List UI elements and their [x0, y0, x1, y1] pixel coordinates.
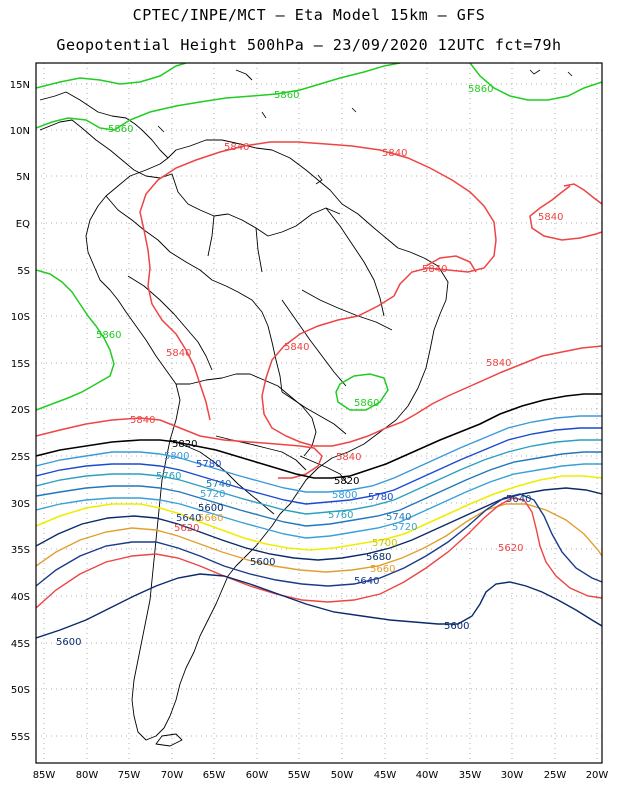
label-o1: 5660: [198, 513, 223, 524]
label-r3: 5840: [538, 212, 563, 223]
label-n3: 5640: [354, 576, 379, 587]
label-g1: 5860: [274, 90, 299, 101]
lat-tick-10s: 10S: [11, 312, 30, 323]
lat-tick-40s: 40S: [11, 592, 30, 603]
label-n4: 5640: [506, 494, 531, 505]
lon-tick-75w: 75W: [118, 770, 141, 781]
lon-tick-20w: 20W: [586, 770, 609, 781]
lon-tick-35w: 35W: [459, 770, 482, 781]
lat-tick-eq: EQ: [16, 219, 30, 230]
lon-tick-25w: 25W: [544, 770, 567, 781]
label-n6: 5600: [250, 557, 275, 568]
lon-tick-85w: 85W: [33, 770, 56, 781]
label-b7: 5740: [206, 479, 231, 490]
label-r1: 5840: [224, 142, 249, 153]
lon-tick-40w: 40W: [416, 770, 439, 781]
contour-5620: [36, 497, 602, 609]
lon-tick-80w: 80W: [76, 770, 99, 781]
label-b3: 5780: [196, 459, 221, 470]
label-y1: 5700: [372, 538, 397, 549]
contour-5860: [36, 63, 602, 411]
label-g2: 5860: [108, 124, 133, 135]
contour-5660: [36, 503, 602, 573]
label-b2: 5800: [332, 490, 357, 501]
label-b5: 5760: [156, 471, 181, 482]
contour-5840: [36, 141, 602, 479]
map-title-line-1: CPTEC/INPE/MCT – Eta Model 15km – GFS: [132, 6, 486, 24]
label-b9: 5720: [200, 489, 225, 500]
lon-tick-65w: 65W: [203, 770, 226, 781]
label-r2: 5840: [382, 148, 407, 159]
contour-5760: [36, 439, 602, 515]
label-b8: 5740: [386, 512, 411, 523]
label-b10: 5720: [392, 522, 417, 533]
lon-tick-50w: 50W: [331, 770, 354, 781]
lat-tick-55s: 55S: [11, 732, 30, 743]
lon-tick-30w: 30W: [501, 770, 524, 781]
label-r6: 5840: [166, 348, 191, 359]
lon-tick-55w: 55W: [288, 770, 311, 781]
label-n8: 5600: [444, 621, 469, 632]
label-b4: 5780: [368, 492, 393, 503]
lat-tick-10n: 10N: [10, 126, 30, 137]
contour-5820: [36, 393, 602, 479]
lon-tick-60w: 60W: [246, 770, 269, 781]
label-r7: 5840: [486, 358, 511, 369]
islands: [157, 69, 573, 185]
map-frame: [35, 62, 603, 764]
contour-labels: 5860 5860 5860 5860 5860 5840 5840 5840 …: [56, 84, 563, 648]
label-k1: 5820: [172, 439, 197, 450]
contour-5720: [36, 463, 602, 539]
lat-tick-15n: 15N: [10, 80, 30, 91]
label-r4: 5840: [422, 264, 447, 275]
label-r9: 5840: [336, 452, 361, 463]
label-o2: 5660: [370, 564, 395, 575]
label-b6: 5760: [328, 510, 353, 521]
lat-tick-20s: 20S: [11, 405, 30, 416]
label-b1: 5800: [164, 451, 189, 462]
label-n1: 5680: [366, 552, 391, 563]
label-p2: 5620: [498, 543, 523, 554]
contour-5600: [36, 573, 602, 639]
lat-tick-35s: 35S: [11, 545, 30, 556]
map-title-line-2: Geopotential Height 500hPa – 23/09/2020 …: [56, 36, 562, 54]
lat-tick-5s: 5S: [17, 266, 30, 277]
lon-tick-70w: 70W: [161, 770, 184, 781]
lat-tick-25s: 25S: [11, 452, 30, 463]
label-p1: 5620: [174, 523, 199, 534]
contour-5780: [36, 427, 602, 505]
label-n7: 5600: [56, 637, 81, 648]
label-n2: 5640: [176, 513, 201, 524]
contour-5740: [36, 451, 602, 527]
lat-tick-45s: 45S: [11, 639, 30, 650]
label-g5: 5860: [354, 398, 379, 409]
label-r8: 5840: [130, 415, 155, 426]
label-r5: 5840: [284, 342, 309, 353]
label-g3: 5860: [468, 84, 493, 95]
lat-tick-15s: 15S: [11, 359, 30, 370]
contour-5700: [36, 475, 602, 551]
lat-lon-grid: [36, 63, 602, 763]
label-k2: 5820: [334, 476, 359, 487]
lat-tick-5n: 5N: [16, 172, 30, 183]
lon-tick-45w: 45W: [374, 770, 397, 781]
lat-tick-30s: 30S: [11, 499, 30, 510]
contour-5640: [36, 493, 602, 587]
contour-5800: [36, 415, 602, 493]
label-g4: 5860: [96, 330, 121, 341]
lon-axis: 85W 80W 75W 70W 65W 60W 55W 50W 45W 40W …: [33, 770, 609, 781]
lat-tick-50s: 50S: [11, 685, 30, 696]
label-n5: 5600: [198, 503, 223, 514]
lat-axis: 15N 10N 5N EQ 5S 10S 15S 20S 25S 30S 35S…: [10, 80, 30, 743]
coastlines: [39, 69, 449, 747]
